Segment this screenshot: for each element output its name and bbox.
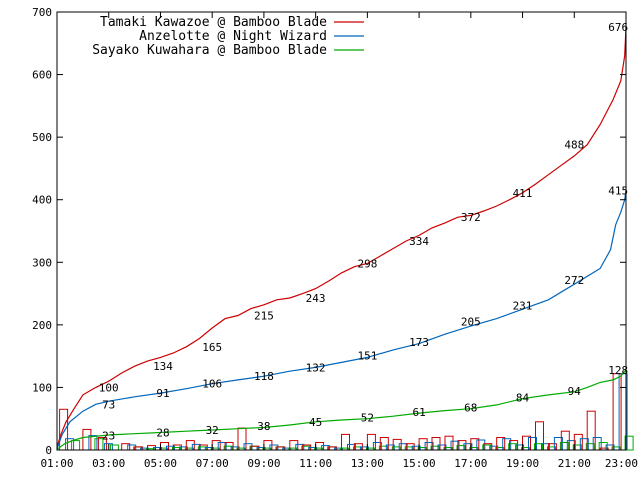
data-label-13: 106 [202,378,222,391]
data-label-18: 205 [461,316,481,329]
x-tick-label-10: 21:00 [558,457,591,470]
x-tick-label-11: 23:00 [605,457,638,470]
hour-bar-s2-0 [71,440,81,451]
series-line-2 [56,369,627,450]
data-label-16: 151 [357,350,377,363]
data-label-23: 28 [156,427,169,440]
data-label-22: 23 [102,430,115,443]
data-label-20: 272 [564,274,584,287]
data-label-15: 132 [306,361,326,374]
legend-label-1: Anzelotte @ Night Wizard [139,29,327,44]
data-label-9: 488 [564,139,584,152]
data-label-7: 372 [461,211,481,224]
data-label-26: 45 [309,416,322,429]
data-label-29: 68 [464,402,477,415]
x-tick-label-9: 19:00 [506,457,539,470]
data-label-27: 52 [361,412,374,425]
x-tick-label-6: 13:00 [351,457,384,470]
data-label-25: 38 [257,420,270,433]
hour-bar-s2-2 [109,444,119,451]
y-tick-label-0: 0 [45,444,52,457]
data-label-21: 415 [608,184,628,197]
data-label-31: 94 [568,385,582,398]
x-tick-label-2: 05:00 [144,457,177,470]
x-tick-label-3: 07:00 [196,457,229,470]
plot-frame [56,11,627,451]
data-label-19: 231 [513,300,533,313]
y-tick-label-7: 700 [32,6,52,19]
data-label-12: 91 [156,387,169,400]
data-label-10: 676 [608,21,628,34]
y-tick-label-3: 300 [32,256,52,269]
data-label-28: 61 [412,406,425,419]
legend-label-2: Sayako Kuwahara @ Bamboo Blade [92,43,327,58]
data-label-11: 73 [102,398,115,411]
data-label-0: 100 [99,381,119,394]
hour-bar-s0-1 [82,428,92,451]
data-label-24: 32 [206,424,219,437]
y-tick-label-1: 100 [32,381,52,394]
data-label-5: 298 [357,258,377,271]
data-label-1: 134 [153,360,173,373]
x-tick-label-5: 11:00 [299,457,332,470]
data-label-32: 128 [608,364,628,377]
axes: 0 100 200 300 400 500 600 700 01:00 03:00 05:00 07:… [32,6,638,470]
x-tick-label-0: 01:00 [40,457,73,470]
data-label-14: 118 [254,370,274,383]
hour-bar-s0-41 [612,373,622,451]
data-label-8: 411 [513,187,533,200]
series-line-1 [56,190,627,449]
data-label-30: 84 [516,391,530,404]
x-tick-label-7: 15:00 [403,457,436,470]
y-tick-label-6: 600 [32,69,52,82]
data-labels: 100 134 165 215 243 298 334 372 411 488 676 73 91 106… [99,21,628,443]
legend-label-0: Tamaki Kawazoe @ Bamboo Blade [100,15,327,30]
data-label-4: 243 [306,292,326,305]
data-label-3: 215 [254,310,274,323]
series-line-0 [56,26,627,448]
data-label-17: 173 [409,336,429,349]
x-tick-label-8: 17:00 [454,457,487,470]
series-lines [56,26,627,450]
data-label-6: 334 [409,235,429,248]
data-label-2: 165 [202,341,222,354]
hourly-bars [59,373,634,451]
y-tick-label-2: 200 [32,319,52,332]
x-tick-label-1: 03:00 [92,457,125,470]
hour-bar-s1-1 [88,435,98,451]
y-tick-label-5: 500 [32,131,52,144]
x-tick-label-4: 09:00 [247,457,280,470]
y-tick-label-4: 400 [32,194,52,207]
hour-bar-s2-41 [624,435,634,451]
